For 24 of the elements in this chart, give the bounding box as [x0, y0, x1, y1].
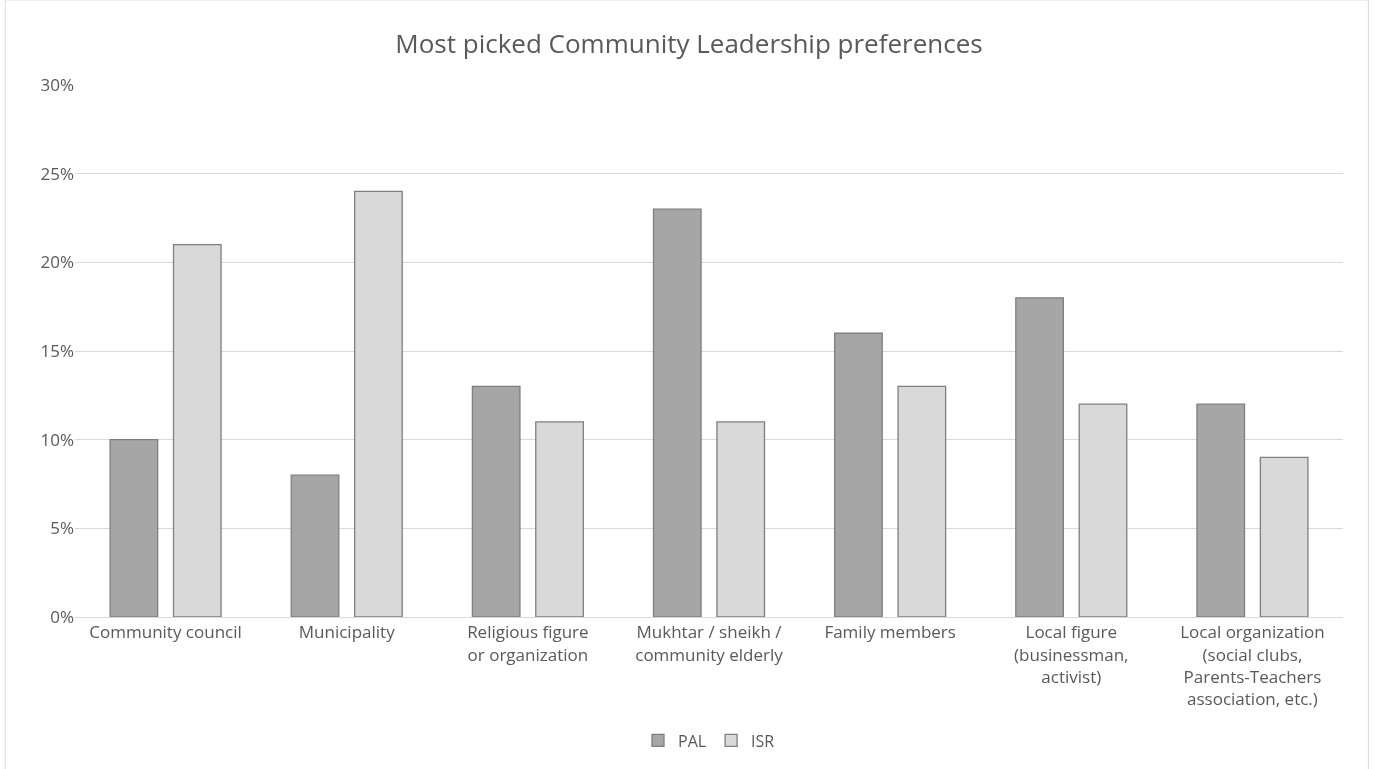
y-tick-label: 15% — [40, 338, 74, 362]
x-tick-label: Local organization (social clubs, Parents-Teachers association, etc.) — [1180, 620, 1325, 710]
legend-label: ISR — [751, 729, 775, 752]
bar — [652, 208, 702, 617]
bar — [471, 385, 521, 617]
x-tick-label: Mukhtar / sheikh / community elderly — [635, 620, 784, 666]
x-tick-label: Family members — [824, 620, 956, 644]
bar — [290, 474, 340, 617]
x-tick-label: Religious figure or organization — [467, 620, 589, 666]
y-tick-label: 30% — [40, 72, 74, 96]
legend-label: PAL — [678, 729, 707, 752]
x-tick-label: Local figure (businessman, activist) — [1014, 620, 1129, 688]
bar — [834, 332, 883, 617]
y-tick-label: 10% — [40, 427, 74, 451]
y-tick-label: 25% — [40, 161, 74, 185]
y-tick-label: 20% — [40, 250, 74, 274]
y-tick-label: 5% — [50, 516, 74, 540]
chart-title: Most picked Community Leadership preferences — [395, 24, 983, 61]
x-tick-label: Community council — [89, 620, 242, 644]
bar — [1196, 403, 1246, 617]
x-tick-label: Municipality — [298, 620, 396, 644]
bar — [1015, 297, 1065, 617]
bar — [109, 439, 159, 617]
y-tick-label: 0% — [50, 604, 74, 628]
